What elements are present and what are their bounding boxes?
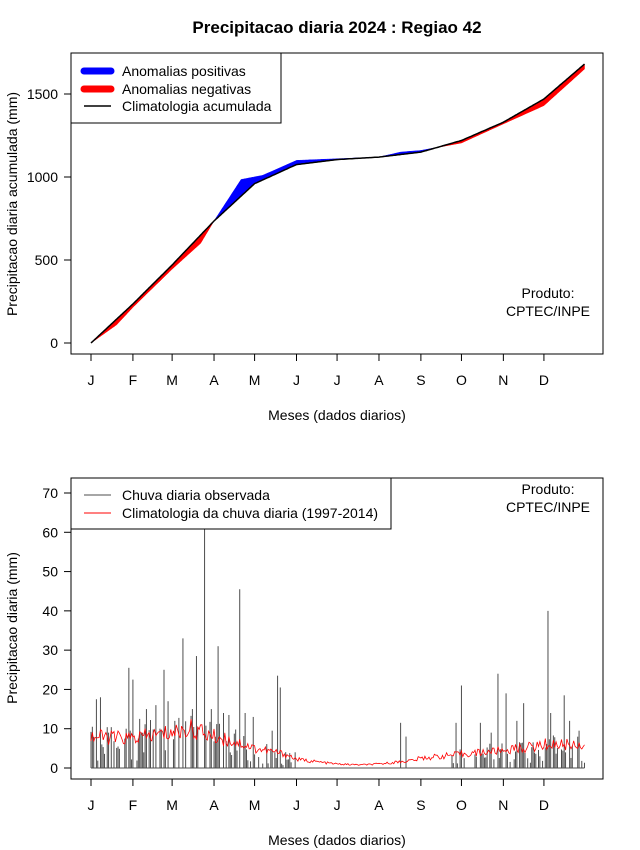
bottom-x-tick-label: S — [416, 797, 425, 813]
top-x-tick-label: N — [498, 372, 508, 388]
top-legend: Anomalias positivas Anomalias negativas … — [70, 52, 282, 124]
legend-label-climatology: Climatologia acumulada — [122, 98, 272, 114]
top-x-tick-label: A — [209, 372, 219, 388]
climatology-daily-line — [90, 719, 585, 766]
legend-label-positive: Anomalias positivas — [122, 63, 246, 79]
top-x-tick-label: S — [416, 372, 425, 388]
bottom-y-tick-label: 30 — [42, 642, 58, 658]
bottom-x-tick-label: J — [293, 797, 300, 813]
bottom-product-label: Produto: — [522, 481, 575, 497]
bottom-panel-daily: J F M A M J J A S O N D 0 10 20 30 40 50 60 70 Meses (dados… — [4, 477, 604, 848]
bottom-y-axis-label: Precipitacao diaria (mm) — [4, 552, 20, 704]
top-y-axis-label: Precipitacao diaria acumulada (mm) — [4, 92, 20, 316]
bottom-y-tick-label: 10 — [42, 721, 58, 737]
bottom-x-tick-label: J — [334, 797, 341, 813]
top-y-tick-label: 1500 — [27, 86, 58, 102]
top-x-tick-label: F — [129, 372, 138, 388]
top-panel-cumulative: J F M A M J J A S O N D 0 500 1000 1500 Meses (dados di… — [4, 52, 604, 423]
legend-label-negative: Anomalias negativas — [122, 81, 251, 97]
top-product-label: Produto: — [522, 285, 575, 301]
top-x-tick-label: A — [374, 372, 384, 388]
bottom-panel-marks — [90, 528, 585, 769]
chart-title: Precipitacao diaria 2024 : Regiao 42 — [192, 18, 481, 37]
bottom-x-axis-label: Meses (dados diarios) — [268, 832, 406, 848]
top-x-tick-label: M — [166, 372, 178, 388]
bottom-y-tick-label: 70 — [42, 485, 58, 501]
top-y-tick-label: 1000 — [27, 169, 58, 185]
bottom-x-tick-label: M — [166, 797, 178, 813]
bottom-x-tick-label: N — [498, 797, 508, 813]
top-x-tick-label: J — [334, 372, 341, 388]
bottom-y-tick-label: 60 — [42, 524, 58, 540]
bottom-x-tick-label: A — [209, 797, 219, 813]
negative-anomaly-area — [90, 221, 213, 344]
bottom-x-tick-label: O — [456, 797, 467, 813]
bottom-panel-axes: J F M A M J J A S O N D 0 10 20 30 40 50 60 70 — [42, 485, 549, 813]
top-x-axis-label: Meses (dados diarios) — [268, 407, 406, 423]
top-x-tick-label: J — [88, 372, 95, 388]
bottom-x-tick-label: M — [249, 797, 261, 813]
top-x-tick-label: M — [249, 372, 261, 388]
top-x-tick-label: O — [456, 372, 467, 388]
top-y-tick-label: 0 — [50, 335, 58, 351]
bottom-product-source: CPTEC/INPE — [506, 499, 590, 515]
bottom-y-tick-label: 40 — [42, 603, 58, 619]
bottom-x-tick-label: J — [88, 797, 95, 813]
bottom-y-tick-label: 50 — [42, 564, 58, 580]
top-panel-axes: J F M A M J J A S O N D 0 500 1000 1500 — [27, 86, 549, 388]
top-x-tick-label: D — [539, 372, 549, 388]
bottom-x-tick-label: D — [539, 797, 549, 813]
bottom-legend: Chuva diaria observada Climatologia da c… — [70, 477, 392, 530]
bottom-legend-box — [70, 477, 392, 530]
bottom-x-tick-label: A — [374, 797, 384, 813]
legend-label-observed: Chuva diaria observada — [122, 487, 270, 503]
bottom-x-tick-label: F — [129, 797, 138, 813]
climatology-cumulative-line — [90, 63, 585, 344]
legend-label-clim-daily: Climatologia da chuva diaria (1997-2014) — [122, 505, 378, 521]
top-product-source: CPTEC/INPE — [506, 303, 590, 319]
bottom-y-tick-label: 0 — [50, 760, 58, 776]
top-x-tick-label: J — [293, 372, 300, 388]
top-y-tick-label: 500 — [35, 252, 59, 268]
bottom-y-tick-label: 20 — [42, 681, 58, 697]
top-panel-marks — [90, 63, 585, 344]
positive-anomaly-area — [212, 147, 438, 225]
negative-anomaly-area — [437, 63, 585, 148]
